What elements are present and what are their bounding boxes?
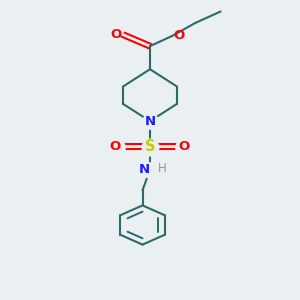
Text: O: O xyxy=(173,29,185,42)
Text: S: S xyxy=(145,139,155,154)
Text: N: N xyxy=(139,163,150,176)
Text: O: O xyxy=(110,140,121,153)
Text: H: H xyxy=(158,162,167,175)
Text: O: O xyxy=(111,28,122,41)
Text: O: O xyxy=(179,140,190,153)
Text: N: N xyxy=(144,115,156,128)
